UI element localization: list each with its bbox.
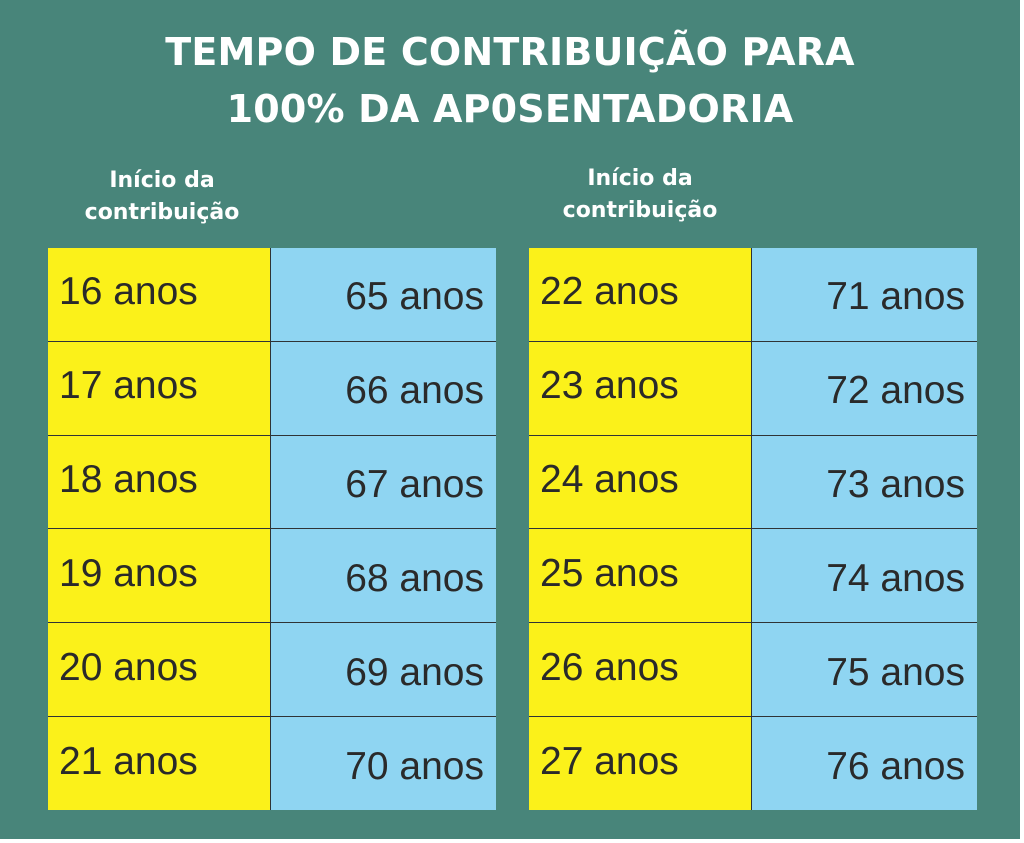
start-age-cell: 19 anos: [48, 529, 271, 623]
right-table: 22 anos 71 anos 23 anos 72 anos 24 anos …: [529, 248, 977, 810]
table-row: 23 anos 72 anos: [529, 341, 977, 436]
start-age-cell: 22 anos: [529, 248, 752, 341]
title-line-1: TEMPO DE CONTRIBUIÇÃO PARA: [165, 30, 855, 74]
start-age-cell: 17 anos: [48, 341, 271, 435]
retirement-age-cell: 69 anos: [345, 650, 484, 694]
left-column-header: Início da contribuição: [52, 165, 272, 229]
left-header-line-1: Início da: [109, 168, 215, 193]
table-row: 26 anos 75 anos: [529, 623, 977, 718]
table-row: 17 anos 66 anos: [48, 341, 496, 436]
start-age-cell: 21 anos: [48, 717, 271, 810]
start-age-cell: 18 anos: [48, 435, 271, 529]
table-row: 25 anos 74 anos: [529, 529, 977, 624]
table-row: 22 anos 71 anos: [529, 248, 977, 342]
retirement-age-cell: 68 anos: [345, 556, 484, 600]
retirement-age-cell: 65 anos: [345, 275, 484, 319]
retirement-age-cell: 67 anos: [345, 463, 484, 507]
start-age-cell: 20 anos: [48, 623, 271, 717]
retirement-age-cell: 70 anos: [345, 744, 484, 788]
table-row: 21 anos 70 anos: [48, 717, 496, 810]
retirement-age-cell: 72 anos: [826, 369, 965, 413]
retirement-age-cell: 75 anos: [826, 650, 965, 694]
retirement-age-cell: 74 anos: [826, 556, 965, 600]
retirement-age-cell: 76 anos: [826, 744, 965, 788]
page-title: TEMPO DE CONTRIBUIÇÃO PARA 100% DA AP0SE…: [0, 24, 1020, 138]
retirement-age-cell: 73 anos: [826, 463, 965, 507]
table-row: 20 anos 69 anos: [48, 623, 496, 718]
start-age-cell: 16 anos: [48, 248, 271, 341]
title-line-2: 100% DA AP0SENTADORIA: [226, 87, 794, 131]
table-row: 19 anos 68 anos: [48, 529, 496, 624]
table-row: 16 anos 65 anos: [48, 248, 496, 342]
retirement-age-cell: 71 anos: [826, 275, 965, 319]
start-age-cell: 27 anos: [529, 717, 752, 810]
left-table: 16 anos 65 anos 17 anos 66 anos 18 anos …: [48, 248, 496, 810]
start-age-cell: 26 anos: [529, 623, 752, 717]
table-row: 27 anos 76 anos: [529, 717, 977, 810]
start-age-cell: 23 anos: [529, 341, 752, 435]
right-header-line-1: Início da: [587, 166, 693, 191]
table-row: 24 anos 73 anos: [529, 435, 977, 530]
table-row: 18 anos 67 anos: [48, 435, 496, 530]
left-header-line-2: contribuição: [84, 200, 240, 225]
start-age-cell: 24 anos: [529, 435, 752, 529]
right-header-line-2: contribuição: [562, 198, 718, 223]
retirement-age-cell: 66 anos: [345, 369, 484, 413]
start-age-cell: 25 anos: [529, 529, 752, 623]
right-column-header: Início da contribuição: [530, 163, 750, 227]
